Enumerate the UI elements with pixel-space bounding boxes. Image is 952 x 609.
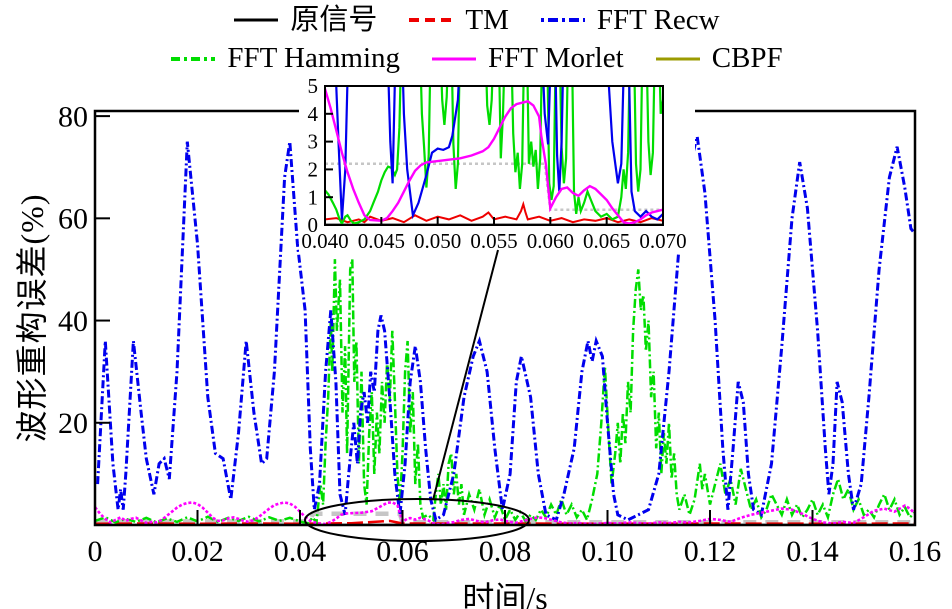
legend-item-fft-hamming: FFT Hamming [169,38,400,76]
inset-chart-xtick-label: 0.050 [414,229,461,253]
y-axis-label: 波形重构误差(%) [14,193,50,443]
main-chart-ytick-label: 80 [58,100,88,133]
main-chart-xtick-label: 0.04 [274,535,327,568]
legend-line-cbpf-icon [655,57,700,61]
x-axis-label: 时间/s [462,580,548,609]
main-chart-xtick-label: 0.14 [786,535,839,568]
main-chart: 0 0.02 0.04 0.06 0.08 0.10 0.12 0.14 0.162040608… [58,100,941,568]
main-chart-xtick-label: 0.08 [479,535,532,568]
legend-line-original-icon [234,18,279,22]
legend-label-original: 原信号 [290,4,378,37]
inset-chart-xtick-label: 0.060 [527,229,574,253]
legend-line-fft-recw-icon [540,18,585,23]
legend: 原信号 TM FFT Recw FFT Hamming FFT Morlet C… [0,0,952,77]
legend-item-cbpf: CBPF [654,38,783,76]
main-chart-xtick-label: 0 [88,535,103,568]
inset-chart-xtick-label: 0.055 [470,229,517,253]
legend-line-fft-morlet-icon [432,57,477,61]
main-chart-ytick-label: 60 [58,203,88,236]
inset-chart-ytick-label: 3 [308,130,319,154]
main-chart-xtick-label: 0.02 [171,535,224,568]
inset-chart-xtick-label: 0.040 [301,229,348,253]
legend-label-fft-morlet: FFT Morlet [488,42,624,75]
legend-line-tm-icon [409,18,454,23]
legend-item-original: 原信号 [232,0,377,38]
legend-item-fft-recw: FFT Recw [539,0,720,38]
inset-chart-xtick-label: 0.065 [583,229,630,253]
inset-chart-ytick-label: 4 [308,102,319,126]
legend-item-fft-morlet: FFT Morlet [430,38,624,76]
inset-chart-ytick-label: 0 [308,213,319,237]
inset-chart-ytick-label: 2 [308,158,319,182]
legend-label-cbpf: CBPF [711,42,783,75]
legend-line-fft-hamming-icon [171,56,216,61]
callout-ellipse [304,498,530,542]
legend-label-fft-recw: FFT Recw [596,4,720,37]
main-chart-ytick-label: 40 [58,305,88,338]
legend-label-tm: TM [465,4,509,37]
inset-chart: 0.040 0.045 0.050 0.055 0.060 0.065 0.070 0 1 2 3 4… [299,74,695,253]
legend-row-1: 原信号 TM FFT Recw [0,0,952,38]
main-chart-ytick-label: 20 [58,407,88,440]
main-chart-series-fft-recw [96,136,915,523]
inset-chart-ytick-label: 1 [308,185,319,209]
legend-row-2: FFT Hamming FFT Morlet CBPF [0,38,952,76]
main-chart-xtick-label: 0.16 [889,535,942,568]
main-chart-xtick-label: 0.10 [581,535,634,568]
inset-chart-xtick-label: 0.045 [358,229,405,253]
main-chart-series-fft-morlet [95,500,915,525]
inset-chart-series-fft-recw [335,86,663,221]
legend-label-fft-hamming: FFT Hamming [227,42,401,75]
callout-line [432,249,499,501]
inset-chart-xtick-label: 0.070 [639,229,686,253]
main-chart-xtick-label: 0.12 [684,535,737,568]
inset-chart-ytick-label: 5 [308,74,319,98]
legend-item-tm: TM [407,0,509,38]
inset-chart-series-fft-hamming [325,86,663,225]
main-chart-series-fft-hamming [95,258,915,525]
